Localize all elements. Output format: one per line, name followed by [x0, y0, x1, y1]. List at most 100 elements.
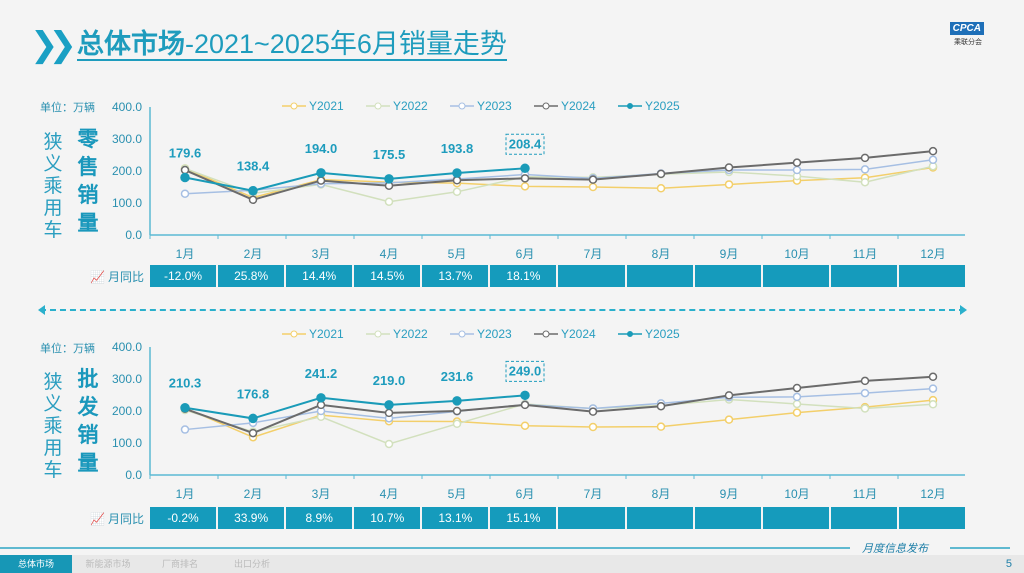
data-point-Y2021	[656, 422, 666, 431]
category-label-retail: 狭义乘用车	[43, 132, 63, 241]
legend-label: Y2024	[561, 99, 596, 113]
x-tick-label: 9月	[720, 247, 739, 261]
yoy-cell	[626, 507, 693, 529]
yoy-cell: -12.0%	[150, 265, 217, 287]
legend-label: Y2022	[393, 327, 428, 341]
legend-marker	[627, 331, 633, 337]
data-point-Y2022	[860, 177, 870, 187]
data-point-Y2024	[656, 401, 666, 411]
y-tick-label: 100.0	[112, 196, 142, 210]
legend-label: Y2022	[393, 99, 428, 113]
footer-tab[interactable]: 总体市场	[0, 555, 72, 573]
data-point-Y2024	[928, 372, 938, 382]
data-label: 208.4	[509, 136, 542, 151]
data-label: 138.4	[237, 159, 270, 174]
data-point-Y2024	[792, 158, 802, 167]
series-line-Y2023	[184, 159, 934, 195]
data-point-Y2023	[860, 165, 870, 174]
x-tick-label: 12月	[920, 247, 945, 261]
x-tick-label: 7月	[584, 247, 603, 261]
data-label: 241.2	[305, 366, 338, 381]
footer-caption: 月度信息发布	[862, 543, 928, 555]
data-point-Y2024	[792, 383, 802, 393]
data-label: 231.6	[441, 369, 474, 384]
x-tick-label: 8月	[652, 247, 671, 261]
y-tick-label: 0.0	[125, 228, 142, 242]
yoy-cell: 10.7%	[354, 507, 421, 529]
yoy-cell	[694, 265, 761, 287]
data-point-Y2025	[452, 396, 462, 406]
data-label: 193.8	[441, 141, 474, 156]
footer-line	[950, 547, 1010, 549]
data-point-Y2021	[792, 408, 802, 417]
data-label: 219.0	[373, 373, 406, 388]
footer-tab[interactable]: 新能源市场	[85, 559, 131, 569]
x-tick-label: 8月	[652, 487, 671, 501]
page-title: ❯❯ 总体市场-2021~2025年6月销量走势	[30, 28, 507, 62]
trend-icon: 📈	[90, 511, 105, 526]
data-point-Y2021	[724, 180, 734, 189]
data-label: 175.5	[373, 147, 406, 162]
data-point-Y2024	[248, 195, 258, 205]
legend-marker	[374, 102, 382, 110]
legend-marker	[458, 330, 466, 338]
highlight-box	[505, 133, 545, 155]
yoy-cell	[558, 507, 625, 529]
data-point-Y2023	[928, 384, 938, 393]
retail-chart: 0.0 100.0 200.0 300.0 400.0 1月 2月 3月 4月 5月 6月 7月 8月 9…	[112, 99, 965, 261]
data-point-Y2021	[588, 422, 598, 432]
data-point-Y2024	[248, 428, 258, 438]
legend-label: Y2024	[561, 327, 596, 341]
data-point-Y2021	[520, 182, 530, 191]
data-point-Y2022	[860, 404, 870, 413]
data-point-Y2024	[520, 174, 530, 183]
footer-tab[interactable]: 出口分析	[233, 559, 270, 569]
cpca-logo: CPCA 乘联分会	[924, 22, 984, 48]
x-tick-label: 3月	[312, 487, 331, 501]
title-rest: -2021~2025年6月销量走势	[184, 29, 507, 59]
x-tick-label: 9月	[720, 487, 739, 501]
y-tick-label: 0.0	[125, 468, 142, 482]
footer-tab[interactable]: 厂商排名	[161, 559, 198, 569]
data-label: 179.6	[169, 146, 202, 161]
yoy-cell	[830, 265, 897, 287]
legend-label: Y2023	[477, 99, 512, 113]
yoy-cell: 14.4%	[286, 265, 353, 287]
data-point-Y2022	[384, 439, 394, 449]
yoy-cell	[626, 265, 693, 287]
legend-marker	[542, 102, 550, 110]
y-tick-label: 300.0	[112, 132, 142, 146]
series-line-Y2025	[184, 394, 526, 420]
yoy-label-wholesale: 📈 月同比	[90, 511, 144, 527]
data-point-Y2024	[724, 163, 734, 172]
data-point-Y2025	[316, 393, 326, 403]
series-line-Y2024	[184, 150, 934, 201]
data-point-Y2023	[180, 425, 190, 434]
x-tick-label: 12月	[920, 487, 945, 501]
yoy-cell: 8.9%	[286, 507, 353, 529]
x-tick-label: 4月	[380, 487, 399, 501]
yoy-row-retail: -12.0% 25.8% 14.4% 14.5% 13.7% 18.1%	[150, 265, 965, 287]
series-line-Y2021	[184, 166, 934, 199]
yoy-cell: 25.8%	[218, 265, 285, 287]
yoy-cell: 15.1%	[490, 507, 557, 529]
data-point-Y2021	[520, 421, 530, 430]
data-label: 176.8	[237, 386, 270, 401]
legend-marker	[374, 330, 382, 338]
yoy-cell	[694, 507, 761, 529]
data-point-Y2021	[656, 184, 666, 193]
yoy-label-retail: 📈 月同比	[90, 269, 144, 285]
y-tick-label: 200.0	[112, 404, 142, 418]
chart-title-retail: 零售销量	[77, 128, 99, 235]
data-point-Y2021	[724, 415, 734, 424]
yoy-cell: 18.1%	[490, 265, 557, 287]
yoy-row-wholesale: -0.2% 33.9% 8.9% 10.7% 13.1% 15.1%	[150, 507, 965, 529]
x-tick-label: 10月	[784, 247, 809, 261]
data-point-Y2024	[656, 169, 666, 179]
logo-text: CPCA	[949, 22, 984, 35]
series-line-Y2024	[184, 375, 934, 435]
legend-marker	[542, 330, 550, 338]
data-point-Y2025	[384, 174, 394, 184]
x-tick-label: 5月	[448, 247, 467, 261]
yoy-cell: 13.1%	[422, 507, 489, 529]
